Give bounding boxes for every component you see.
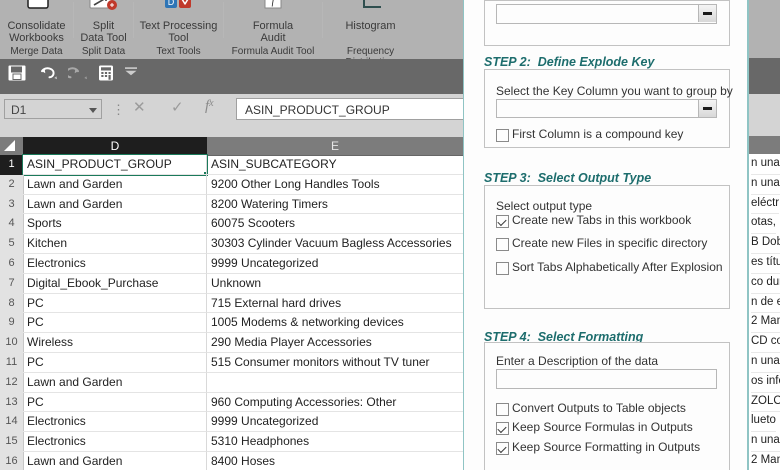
svg-text:D: D xyxy=(167,0,174,7)
